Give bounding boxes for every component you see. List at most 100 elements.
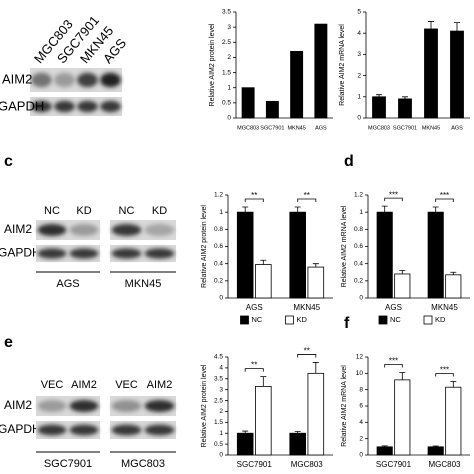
blot-band — [111, 424, 142, 436]
blot-band — [31, 100, 52, 113]
blot-band — [100, 72, 121, 88]
bar — [427, 211, 444, 299]
y-tick-label: 4 — [219, 365, 223, 372]
significance-label: ** — [251, 191, 257, 200]
x-tick-label: AGS — [385, 303, 402, 312]
error-bar — [432, 206, 439, 213]
y-tick-label: 0 — [219, 295, 223, 302]
y-tick-label: 0 — [227, 115, 231, 122]
bar — [398, 98, 412, 119]
blot-band — [37, 400, 67, 412]
row-label: AIM2 — [4, 398, 32, 412]
error-bar — [399, 372, 406, 380]
y-tick-label: 0.5 — [222, 100, 231, 107]
error-bar — [381, 205, 388, 213]
bar — [314, 23, 328, 119]
y-tick-label: 0 — [357, 115, 361, 122]
blot-band — [69, 424, 99, 436]
x-tick-label: AGS — [315, 125, 327, 131]
x-tick-label: MKN45 — [293, 303, 320, 312]
blot-band — [144, 424, 175, 436]
bar — [241, 87, 255, 119]
lane-label: VEC — [41, 379, 64, 391]
bar — [372, 96, 386, 119]
x-tick-label: MGC803 — [428, 460, 461, 469]
group-label: MGC803 — [121, 458, 165, 470]
error-bar — [432, 445, 439, 447]
y-tick-label: 1 — [219, 430, 223, 437]
y-axis-label: Relative AIM2 protein level — [201, 205, 208, 288]
bar — [376, 211, 393, 299]
y-tick-label: 2 — [359, 435, 363, 442]
lane-label: NC — [44, 205, 60, 217]
lane-label: AIM2 — [147, 379, 173, 391]
y-tick-label: 3 — [357, 51, 361, 58]
y-tick-label: 4 — [359, 419, 363, 426]
bar — [265, 100, 279, 119]
y-tick-label: 0 — [359, 452, 363, 459]
bar — [424, 28, 438, 119]
y-tick-label: 0.4 — [214, 260, 223, 267]
row-label: GAPDH — [0, 98, 44, 113]
bar — [307, 266, 325, 299]
error-bar — [312, 263, 319, 268]
y-tick-label: 4.5 — [214, 354, 223, 361]
error-bar — [450, 271, 457, 275]
error-bar — [312, 362, 319, 374]
significance-bracket — [384, 197, 403, 202]
blot-band — [77, 72, 98, 88]
blot-band — [69, 248, 99, 259]
legend-label: KD — [435, 315, 446, 324]
row-label: AIM2 — [2, 71, 32, 86]
y-axis-label: Relative AIM2 mRNA level — [339, 24, 346, 106]
blot-band — [111, 248, 142, 259]
blot-band — [54, 72, 75, 88]
bar — [236, 211, 254, 299]
y-tick-label: 0.2 — [354, 278, 363, 285]
y-tick-label: 0.5 — [214, 441, 223, 448]
lane-label: VEC — [115, 379, 138, 391]
error-bar — [450, 381, 457, 388]
bar — [255, 264, 272, 299]
y-tick-label: 0.8 — [354, 226, 363, 233]
legend-swatch — [285, 315, 294, 325]
blot-band — [144, 224, 175, 236]
y-tick-label: 0 — [359, 295, 363, 302]
bar — [445, 386, 462, 456]
y-tick-label: 1 — [219, 209, 223, 216]
bar — [376, 446, 393, 456]
significance-label: *** — [440, 191, 449, 200]
bar — [427, 446, 444, 456]
lane-label: KD — [76, 205, 91, 217]
blot-band — [111, 400, 142, 412]
blot-band — [144, 248, 175, 259]
y-axis-label: Relative AIM2 mRNA level — [341, 205, 348, 287]
panel-letter: c — [4, 153, 13, 170]
x-tick-label: SGC7901 — [393, 125, 417, 131]
blot-band — [77, 100, 98, 113]
y-tick-label: 2 — [357, 72, 361, 79]
legend-swatch — [240, 315, 249, 325]
significance-label: ** — [251, 361, 257, 370]
x-tick-label: SGC7901 — [376, 460, 412, 469]
y-tick-label: 3.5 — [222, 9, 231, 16]
error-bar — [260, 376, 267, 387]
significance-label: *** — [440, 366, 449, 375]
x-tick-label: MKN45 — [431, 303, 458, 312]
x-tick-label: MGC803 — [368, 125, 390, 131]
significance-bracket — [297, 198, 317, 203]
blot-band — [69, 400, 99, 412]
y-tick-label: 0.2 — [214, 278, 223, 285]
error-bar — [454, 22, 460, 32]
x-tick-label: MKN45 — [422, 125, 440, 131]
error-bar — [294, 431, 301, 434]
y-tick-label: 1.2 — [214, 192, 223, 199]
y-tick-label: 6 — [359, 403, 363, 410]
panel-letter: f — [344, 315, 350, 332]
blot-band — [111, 224, 142, 236]
error-bar — [428, 21, 434, 29]
y-tick-label: 1 — [227, 84, 231, 91]
significance-label: *** — [389, 357, 398, 366]
significance-bracket — [297, 354, 317, 358]
